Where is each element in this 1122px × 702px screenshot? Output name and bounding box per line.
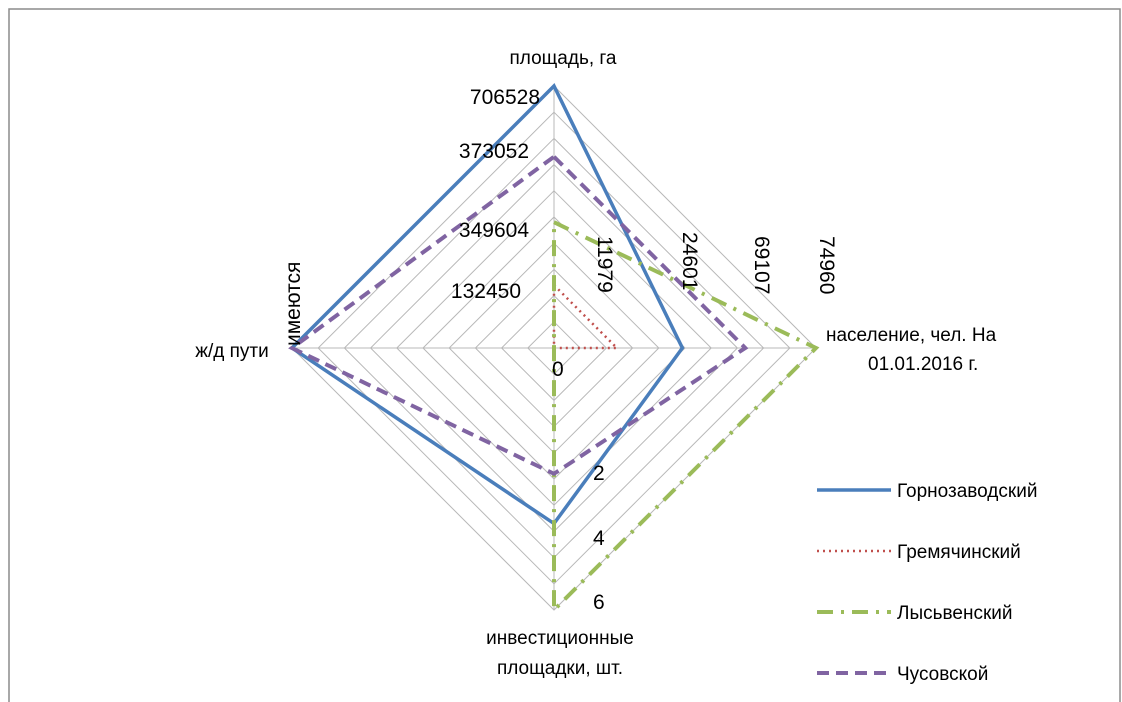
axis-title-sites: площадки, шт. xyxy=(497,658,623,679)
series-line-Чусовской xyxy=(288,154,749,477)
tick-label-sites: 6 xyxy=(593,591,605,614)
tick-label-area: 349604 xyxy=(459,219,529,242)
tick-label-area: 706528 xyxy=(470,86,540,109)
series-layer xyxy=(288,83,820,615)
axis-title-rail: ж/д пути xyxy=(195,341,268,362)
axis-title-population: население, чел. На xyxy=(826,325,997,346)
tick-label-rail: имеются xyxy=(282,262,305,346)
legend-label: Горнозаводский xyxy=(897,481,1037,502)
tick-label-population: 69107 xyxy=(750,236,773,294)
plot-border xyxy=(8,8,1121,702)
legend-label: Чусовской xyxy=(897,664,988,685)
series-line-Гремячинский xyxy=(552,282,620,350)
axis-title-population: 01.01.2016 г. xyxy=(868,354,978,375)
tick-label-area: 132450 xyxy=(451,280,521,303)
tick-label-population: 74960 xyxy=(815,236,838,294)
tick-label-sites: 2 xyxy=(593,462,605,485)
tick-label-sites: 4 xyxy=(593,527,605,550)
legend-label: Лысьвенский xyxy=(897,603,1013,624)
legend: Горнозаводский Гремячинский Лысьвенский Чус… xyxy=(817,481,1037,685)
legend-label: Гремячинский xyxy=(897,542,1021,563)
axis-title-sites: инвестиционные xyxy=(486,628,634,649)
labels-layer: площадь, га население, чел. На 01.01.2016 … xyxy=(195,48,996,679)
tick-label-population: 24601 xyxy=(678,232,701,290)
tick-label-population: 11979 xyxy=(593,236,616,293)
tick-label-center: 0 xyxy=(552,358,564,381)
axis-title-area: площадь, га xyxy=(510,48,617,69)
tick-label-area: 373052 xyxy=(459,140,529,163)
